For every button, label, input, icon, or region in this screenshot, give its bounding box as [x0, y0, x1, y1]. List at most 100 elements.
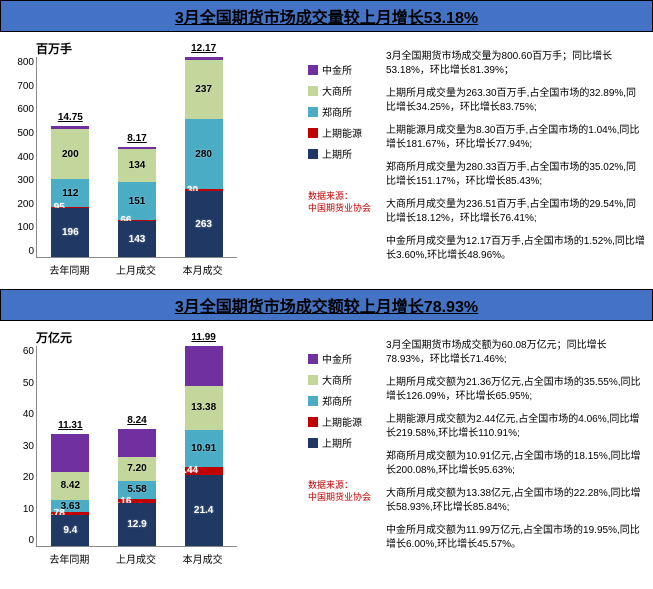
x-tick: 上月成交 [116, 551, 156, 566]
bar-stack: 8.423.630.789.411.31 [51, 434, 89, 546]
x-tick: 本月成交 [183, 551, 223, 566]
segment-value: 5.58 [127, 484, 146, 495]
segment-value: 21.4 [194, 505, 213, 516]
legend-label: 上期能源 [322, 125, 362, 140]
summary-line: 中金所月成交量为12.17百万手,占全国市场的1.52%,同比增长3.60%,环… [386, 235, 645, 262]
legend-swatch [308, 107, 318, 117]
legend-swatch [308, 375, 318, 385]
bar-segment: 8.42 [51, 472, 89, 500]
legend-swatch [308, 417, 318, 427]
bar-segment: 196 [51, 208, 89, 257]
bar-segment: 7.20 [118, 457, 156, 481]
bar-segment: 280 [185, 119, 223, 189]
legend-swatch [308, 128, 318, 138]
stack-top-label: 14.75 [51, 112, 89, 123]
chart-plot: 8.423.630.789.411.317.205.581.1612.98.24… [36, 346, 237, 547]
bar-segment [185, 346, 223, 386]
segment-value: 12.9 [127, 519, 146, 530]
legend-swatch [308, 65, 318, 75]
legend-item: 上期能源 [308, 414, 378, 429]
legend-swatch [308, 354, 318, 364]
segment-value: 7.20 [127, 463, 146, 474]
legend-item: 上期能源 [308, 125, 378, 140]
legend-swatch [308, 438, 318, 448]
stack-top-label: 8.24 [118, 415, 156, 426]
x-tick: 本月成交 [183, 262, 223, 277]
legend-label: 中金所 [322, 62, 352, 77]
legend-swatch [308, 396, 318, 406]
bar-segment: 13.38 [185, 386, 223, 431]
y-axis: 0100200300400500600700800 [8, 57, 36, 257]
x-tick: 去年同期 [49, 551, 89, 566]
summary-line: 3月全国期货市场成交量为800.60百万手；同比增长53.18%，环比增长81.… [386, 50, 645, 77]
panel-title: 3月全国期货市场成交量较上月增长53.18% [0, 0, 653, 32]
segment-value: 134 [129, 160, 146, 171]
data-source: 数据来源：中国期货业协会 [308, 480, 378, 503]
legend-item: 中金所 [308, 62, 378, 77]
panel: 万亿元0102030405060 8.423.630.789.411.31 7.20… [0, 325, 653, 578]
legend-item: 上期所 [308, 435, 378, 450]
bar-segment: 200 [51, 129, 89, 179]
bar-segment: 9.4 [51, 515, 89, 546]
segment-value: 196 [62, 227, 79, 238]
summary-line: 郑商所月成交额为10.91亿元,占全国市场的18.15%,同比增长200.08%… [386, 450, 645, 477]
summary-text: 3月全国期货市场成交额为60.08万亿元；同比增长78.93%，环比增长71.4… [378, 329, 645, 566]
stack-top-label: 11.31 [51, 420, 89, 431]
legend-swatch [308, 86, 318, 96]
panel: 百万手01002003004005006007008002001122.9519… [0, 36, 653, 289]
legend: 中金所大商所郑商所上期能源上期所数据来源：中国期货业协会 [308, 329, 378, 566]
x-tick: 去年同期 [49, 262, 89, 277]
bar-segment: 10.91 [185, 430, 223, 466]
y-axis-label: 万亿元 [36, 329, 308, 346]
segment-value: 151 [129, 196, 146, 207]
segment-value: 9.4 [63, 525, 77, 536]
segment-value: 280 [195, 149, 212, 160]
legend-item: 郑商所 [308, 104, 378, 119]
segment-value: 237 [195, 84, 212, 95]
segment-value: 13.38 [191, 402, 216, 413]
segment-value: 8.42 [61, 480, 80, 491]
y-axis-label: 百万手 [36, 40, 308, 57]
legend-item: 郑商所 [308, 393, 378, 408]
summary-line: 大商所月成交额为13.38亿元,占全国市场的22.28%,同比增长58.93%,… [386, 487, 645, 514]
legend-label: 上期所 [322, 146, 352, 161]
bar-segment: 2.44 [185, 467, 223, 475]
bar-segment: 12.9 [118, 503, 156, 546]
bar-segment: 143 [118, 221, 156, 257]
legend-label: 上期所 [322, 435, 352, 450]
bar-segment: 134 [118, 149, 156, 183]
legend-label: 大商所 [322, 83, 352, 98]
x-axis: 去年同期 上月成交 本月成交 [36, 547, 236, 566]
segment-value: 200 [62, 149, 79, 160]
summary-line: 郑商所月成交量为280.33百万手,占全国市场的35.02%,同比增长151.1… [386, 161, 645, 188]
bar-segment: 237 [185, 60, 223, 119]
bar-segment [118, 429, 156, 456]
x-axis: 去年同期 上月成交 本月成交 [36, 258, 236, 277]
bar-segment [51, 434, 89, 472]
summary-line: 上期所月成交额为21.36万亿元,占全国市场的35.55%,同比增长126.09… [386, 376, 645, 403]
panel-title: 3月全国期货市场成交额较上月增长78.93% [0, 289, 653, 321]
stack-top-label: 12.17 [185, 43, 223, 54]
x-tick: 上月成交 [116, 262, 156, 277]
legend-item: 大商所 [308, 372, 378, 387]
bar-stack: 13.3810.912.4421.411.99 [185, 346, 223, 546]
y-axis: 0102030405060 [8, 346, 36, 546]
segment-value: 263 [195, 219, 212, 230]
legend: 中金所大商所郑商所上期能源上期所数据来源：中国期货业协会 [308, 40, 378, 277]
summary-line: 上期所月成交量为263.30百万手,占全国市场的32.89%,同比增长34.25… [386, 87, 645, 114]
stack-top-label: 8.17 [118, 133, 156, 144]
summary-text: 3月全国期货市场成交量为800.60百万手；同比增长53.18%，环比增长81.… [378, 40, 645, 277]
bar-stack: 7.205.581.1612.98.24 [118, 429, 156, 546]
legend-label: 中金所 [322, 351, 352, 366]
legend-item: 中金所 [308, 351, 378, 366]
summary-line: 中金所月成交额为11.99万亿元,占全国市场的19.95%,同比增长6.00%,… [386, 524, 645, 551]
data-source: 数据来源：中国期货业协会 [308, 191, 378, 214]
summary-line: 上期能源月成交额为2.44亿元,占全国市场的4.06%,同比增长219.58%,… [386, 413, 645, 440]
summary-line: 3月全国期货市场成交额为60.08万亿元；同比增长78.93%，环比增长71.4… [386, 339, 645, 366]
bar-stack: 1341514.661438.17 [118, 147, 156, 257]
summary-line: 大商所月成交量为236.51百万手,占全国市场的29.54%,同比增长18.12… [386, 198, 645, 225]
segment-value: 112 [62, 188, 78, 199]
bar-segment: 21.4 [185, 475, 223, 546]
bar-stack: 2001122.9519614.75 [51, 126, 89, 257]
legend-swatch [308, 149, 318, 159]
